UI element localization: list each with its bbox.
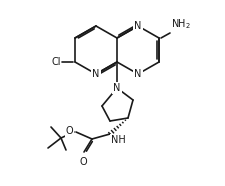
Text: N: N — [134, 69, 142, 79]
Text: Cl: Cl — [52, 57, 61, 67]
Text: N: N — [113, 83, 121, 93]
Text: N: N — [92, 69, 100, 79]
Text: O: O — [65, 126, 73, 136]
Text: NH: NH — [111, 135, 126, 145]
Text: NH$_2$: NH$_2$ — [171, 17, 191, 31]
Text: N: N — [134, 21, 142, 31]
Text: O: O — [79, 157, 87, 167]
